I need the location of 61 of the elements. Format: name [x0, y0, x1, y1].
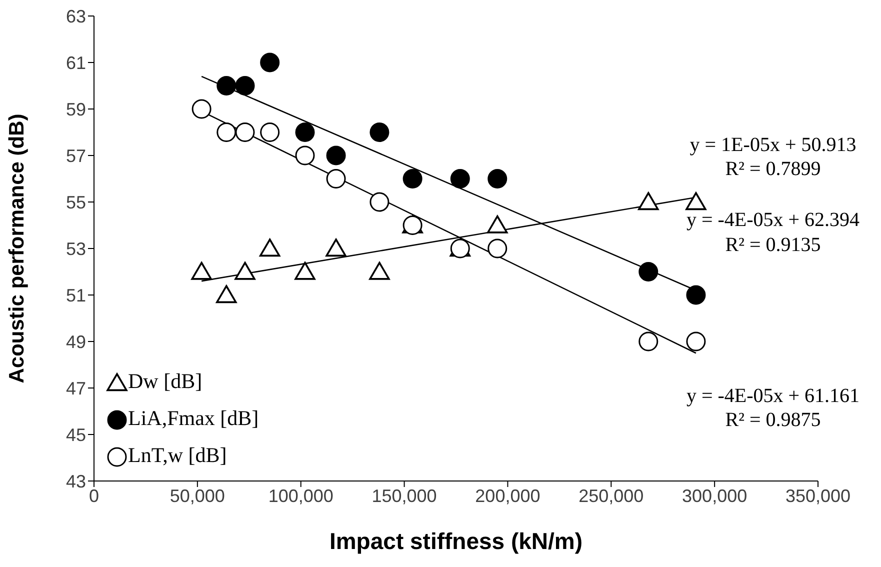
x-tick-label: 350,000	[785, 486, 851, 506]
y-tick-label: 61	[66, 52, 86, 73]
point	[234, 262, 256, 280]
point	[638, 332, 658, 352]
legend-label: LnT,w [dB]	[128, 443, 227, 468]
annotation: y = -4E-05x + 62.394	[685, 209, 861, 232]
y-tick-label: 43	[66, 471, 86, 492]
point	[326, 238, 346, 257]
x-tick-label: 0	[88, 486, 100, 506]
annotation: y = -4E-05x + 61.161	[685, 385, 861, 408]
point	[295, 146, 315, 166]
point	[260, 122, 280, 142]
point	[235, 76, 255, 96]
point	[488, 169, 508, 188]
point	[369, 262, 390, 280]
y-tick-label: 55	[66, 192, 86, 212]
point	[638, 192, 659, 210]
y-tick-label: 49	[66, 332, 86, 352]
x-tick-label: 250,000	[578, 486, 644, 506]
x-tick-label: 100,000	[268, 486, 334, 506]
x-tick-label: 50,000	[170, 486, 225, 506]
legend-label: LiA,Fmax [dB]	[128, 406, 259, 431]
x-axis-title: Impact stiffness (kN/m)	[329, 528, 583, 554]
legend-label: Dw [dB]	[128, 369, 202, 394]
point	[216, 122, 236, 142]
point	[488, 238, 508, 258]
point	[402, 169, 422, 188]
point	[370, 122, 390, 142]
point	[487, 215, 508, 234]
point	[192, 99, 212, 119]
annotation: R² = 0.7899	[724, 158, 822, 181]
point	[370, 192, 390, 212]
point	[686, 192, 706, 210]
y-tick-label: 51	[66, 285, 86, 306]
annotation: R² = 0.9875	[724, 409, 822, 432]
point	[295, 122, 315, 142]
y-tick-label: 63	[66, 6, 86, 26]
point	[191, 262, 212, 280]
point	[686, 332, 706, 352]
y-tick-label: 45	[66, 424, 86, 445]
point	[235, 122, 255, 142]
point	[450, 169, 470, 188]
point	[216, 76, 236, 96]
point	[294, 262, 316, 280]
annotation: R² = 0.9135	[724, 234, 822, 257]
annotation: y = 1E-05x + 50.913	[688, 134, 858, 157]
point	[260, 52, 280, 72]
x-tick-label: 200,000	[475, 486, 540, 506]
x-tick-label: 300,000	[682, 486, 748, 506]
point	[216, 285, 237, 304]
y-tick-label: 57	[66, 146, 86, 166]
point	[686, 285, 706, 305]
y-tick-label: 59	[66, 99, 86, 120]
point	[326, 169, 346, 188]
point	[638, 262, 658, 282]
point	[259, 238, 280, 257]
y-axis-title: Acoustic performance (dB)	[5, 114, 28, 384]
y-tick-label: 47	[66, 378, 86, 398]
x-tick-label: 150,000	[372, 486, 437, 506]
point	[326, 146, 346, 166]
y-tick-label: 53	[66, 238, 86, 259]
